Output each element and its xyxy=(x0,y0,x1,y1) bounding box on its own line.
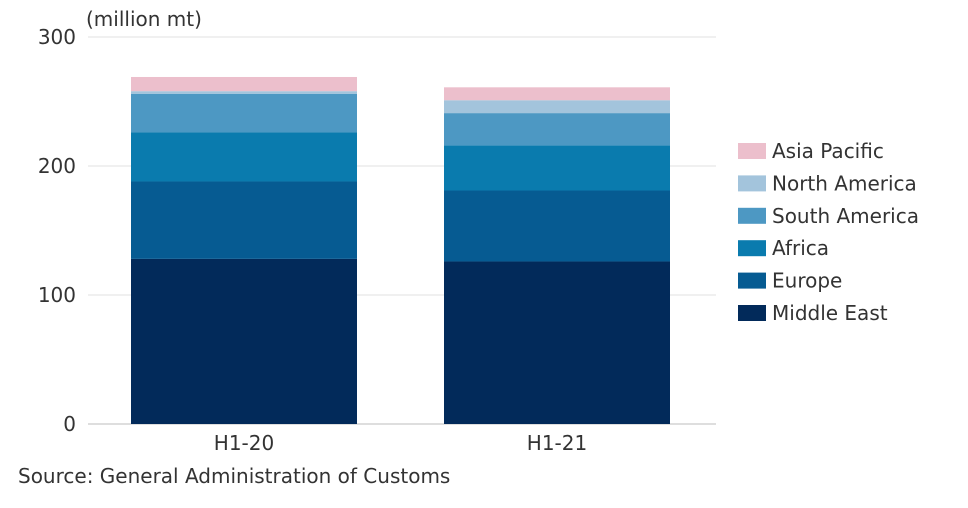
y-axis-unit-label: (million mt) xyxy=(86,7,202,31)
axes: (million mt) 0 100 200 300 H1-20 H1-21 xyxy=(38,7,587,455)
source-note: Source: General Administration of Custom… xyxy=(18,464,451,488)
legend-label-north-america: North America xyxy=(772,171,917,195)
legend-swatch-south-america xyxy=(738,207,766,224)
bars xyxy=(131,76,670,424)
y-tick-label: 300 xyxy=(38,25,76,49)
y-tick-label: 0 xyxy=(63,412,76,436)
bar-segment-south-america xyxy=(444,113,670,146)
x-tick-label: H1-21 xyxy=(527,431,587,455)
bar-segment-asia-pacific xyxy=(444,87,670,101)
legend-swatch-europe xyxy=(738,272,766,289)
legend-swatch-middle-east xyxy=(738,305,766,321)
bar-segment-africa xyxy=(444,145,670,191)
bar-segment-asia-pacific xyxy=(131,76,357,92)
legend-label-europe: Europe xyxy=(772,269,842,293)
y-tick-label: 200 xyxy=(38,154,76,178)
legend-swatch-africa xyxy=(738,240,766,257)
bar-segment-europe xyxy=(131,181,357,259)
legend-swatch-north-america xyxy=(738,175,766,192)
stacked-bar-chart: (million mt) 0 100 200 300 H1-20 H1-21 Asia P… xyxy=(38,7,919,455)
legend-label-middle-east: Middle East xyxy=(772,301,888,325)
bar-segment-europe xyxy=(444,190,670,262)
legend-swatch-asia-pacific xyxy=(738,143,766,159)
bar-segment-middle-east xyxy=(444,261,670,424)
bar-segment-north-america xyxy=(444,100,670,114)
bar-segment-south-america xyxy=(131,93,357,133)
legend-label-asia-pacific: Asia Pacific xyxy=(772,139,884,163)
legend-label-africa: Africa xyxy=(772,236,829,260)
bar-segment-north-america xyxy=(131,91,357,94)
legend-label-south-america: South America xyxy=(772,204,919,228)
bar-segment-africa xyxy=(131,132,357,182)
bar-segment-middle-east xyxy=(131,258,357,424)
y-tick-label: 100 xyxy=(38,283,76,307)
legend: Asia Pacific North America South America Af… xyxy=(738,139,919,325)
x-tick-label: H1-20 xyxy=(214,431,274,455)
